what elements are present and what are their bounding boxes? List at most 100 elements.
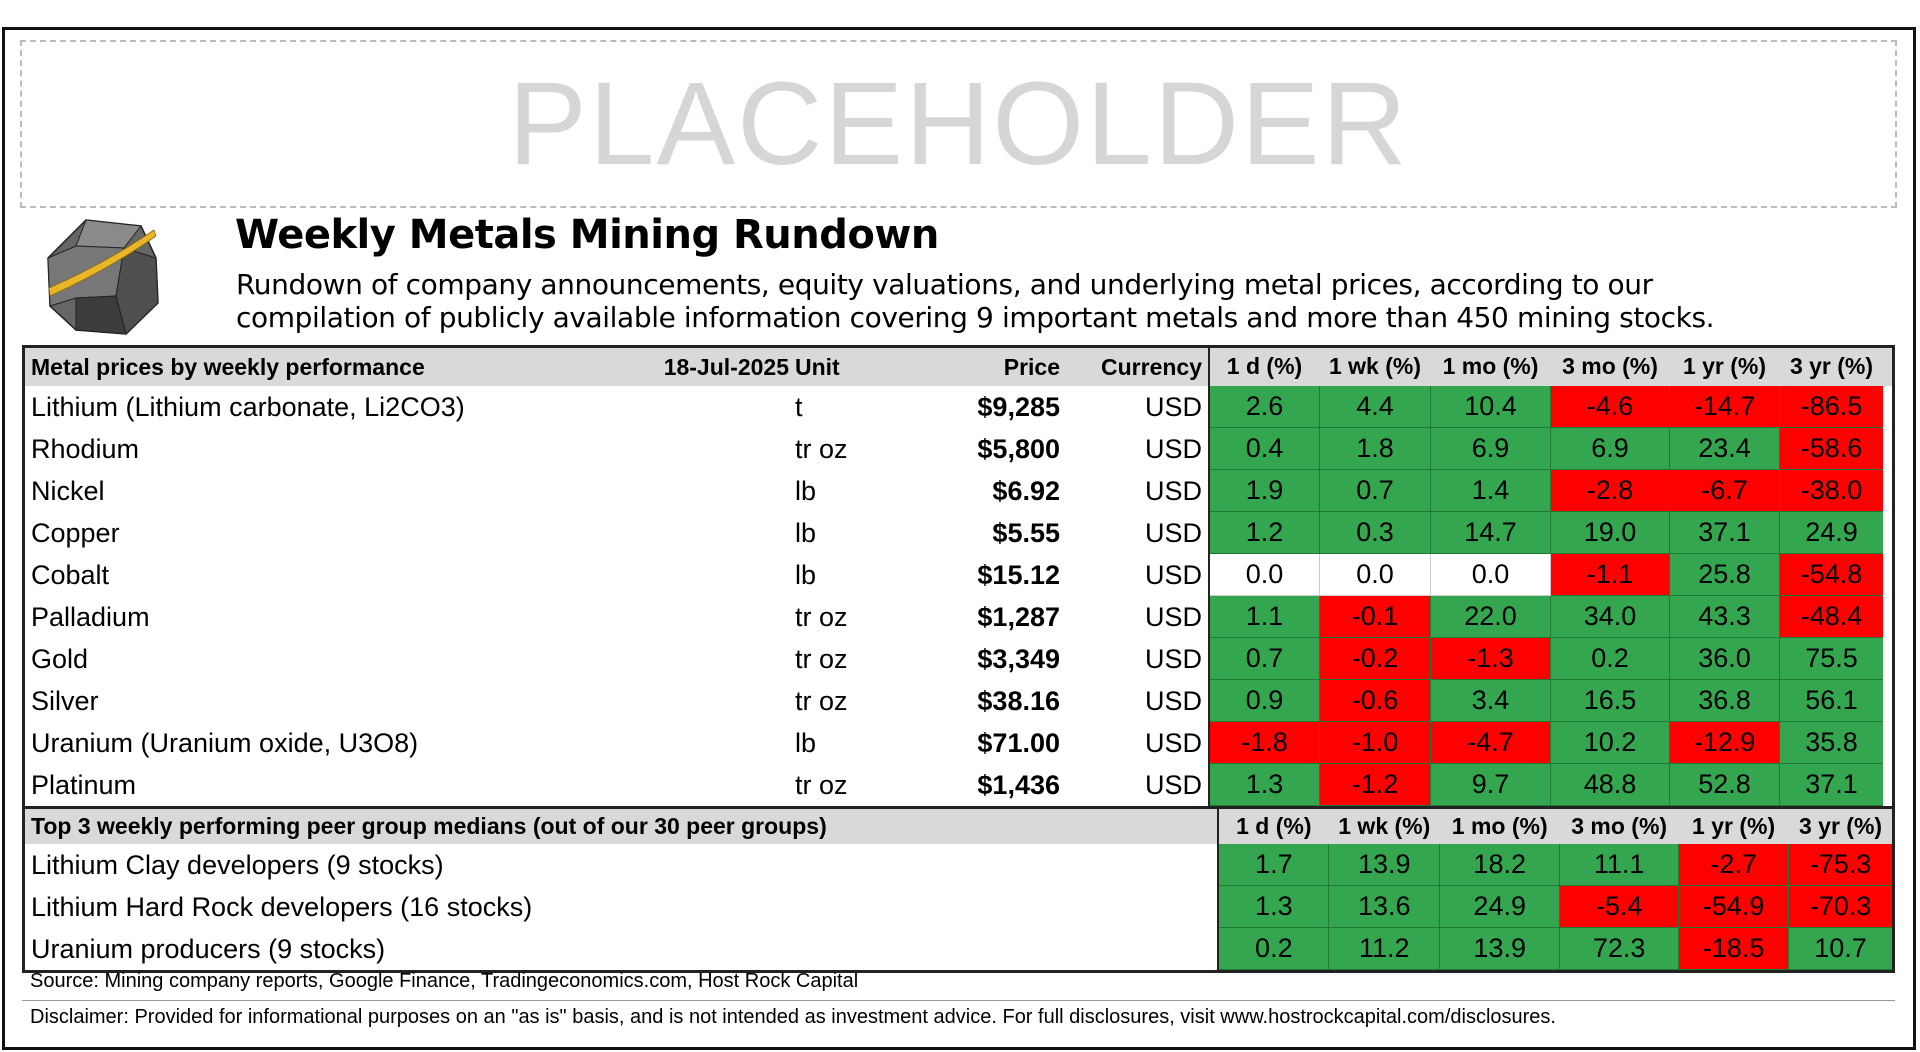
peer-name: Lithium Clay developers (9 stocks) — [25, 844, 1220, 886]
pct-cell: -0.6 — [1320, 680, 1431, 722]
spacer — [628, 722, 795, 764]
metal-price: $1,436 — [977, 769, 1060, 800]
peer-name: Lithium Hard Rock developers (16 stocks) — [25, 886, 1220, 928]
pct-cell: 24.9 — [1440, 886, 1561, 928]
metal-name: Gold — [31, 643, 89, 674]
placeholder-banner: PLACEHOLDER — [20, 40, 1897, 208]
spacer — [628, 596, 795, 638]
pct-cell: 9.7 — [1431, 764, 1551, 806]
pct-cell: 36.0 — [1670, 638, 1780, 680]
pct-cell: 13.9 — [1440, 928, 1561, 970]
pct-cell: -5.4 — [1560, 886, 1680, 928]
pct-cell: 13.9 — [1329, 844, 1441, 886]
spacer — [628, 512, 795, 554]
subtitle-line: compilation of publicly available inform… — [236, 301, 1715, 334]
metal-currency: USD — [1060, 512, 1210, 554]
metal-row: Gold tr oz $3,349 USD 0.7 -0.2 -1.3 0.2 36.0 75.5 — [25, 638, 1892, 680]
header-period: 3 yr (%) — [1798, 812, 1883, 839]
metal-unit: lb — [795, 475, 817, 506]
pct-cell: 0.7 — [1210, 638, 1320, 680]
pct-cell: 34.0 — [1551, 596, 1670, 638]
pct-cell: 10.7 — [1789, 928, 1892, 970]
pct-cell: -1.1 — [1551, 554, 1670, 596]
header-period: 3 mo (%) — [1571, 812, 1668, 839]
pct-cell: 37.1 — [1670, 512, 1780, 554]
pct-cell: -1.8 — [1210, 722, 1320, 764]
header-unit: Unit — [795, 353, 840, 380]
pct-cell: 16.5 — [1551, 680, 1670, 722]
pct-cell: 11.2 — [1329, 928, 1441, 970]
metal-name: Palladium — [31, 601, 150, 632]
metal-row: Lithium (Lithium carbonate, Li2CO3) t $9,2… — [25, 386, 1892, 428]
pct-cell: -58.6 — [1780, 428, 1883, 470]
metal-currency: USD — [1060, 638, 1210, 680]
pct-cell: 6.9 — [1431, 428, 1551, 470]
pct-cell: -54.9 — [1679, 886, 1790, 928]
metal-name: Silver — [31, 685, 99, 716]
pct-cell: -18.5 — [1679, 928, 1790, 970]
pct-cell: 1.3 — [1210, 764, 1320, 806]
metal-currency: USD — [1060, 428, 1210, 470]
pct-cell: -54.8 — [1780, 554, 1883, 596]
pct-cell: -70.3 — [1789, 886, 1892, 928]
pct-cell: 0.0 — [1320, 554, 1431, 596]
pct-cell: 0.2 — [1219, 928, 1330, 970]
subtitle: Rundown of company announcements, equity… — [236, 268, 1916, 334]
metal-price: $15.12 — [977, 559, 1060, 590]
subtitle-line: Rundown of company announcements, equity… — [236, 268, 1653, 301]
spacer — [628, 764, 795, 806]
metal-row: Cobalt lb $15.12 USD 0.0 0.0 0.0 -1.1 25.8 -54.8 — [25, 554, 1892, 596]
source-note: Source: Mining company reports, Google F… — [30, 970, 859, 992]
header-period: 1 yr (%) — [1682, 353, 1767, 379]
rock-logo-icon — [47, 219, 159, 335]
pct-cell: -12.9 — [1670, 722, 1780, 764]
pct-cell: 0.9 — [1210, 680, 1320, 722]
header-period: 1 wk (%) — [1328, 353, 1422, 379]
pct-cell: 23.4 — [1670, 428, 1780, 470]
pct-cell: 56.1 — [1780, 680, 1883, 722]
metal-price: $6.92 — [992, 475, 1060, 506]
metal-price: $71.00 — [977, 727, 1060, 758]
infographic-frame — [2, 27, 1916, 1050]
peer-row: Lithium Clay developers (9 stocks) 1.7 13.… — [25, 844, 1892, 886]
pct-cell: 43.3 — [1670, 596, 1780, 638]
metal-unit: tr oz — [795, 685, 848, 716]
spacer — [628, 428, 795, 470]
divider — [22, 1000, 1895, 1001]
header-date: 18-Jul-2025 — [663, 353, 789, 380]
metal-name: Rhodium — [31, 433, 140, 464]
metal-unit: lb — [795, 727, 817, 758]
metal-row: Palladium tr oz $1,287 USD 1.1 -0.1 22.0 34.0 43… — [25, 596, 1892, 638]
pct-cell: 19.0 — [1551, 512, 1670, 554]
header-price: Price — [1003, 353, 1060, 380]
metal-currency: USD — [1060, 722, 1210, 764]
pct-cell: -0.2 — [1320, 638, 1431, 680]
pct-cell: 1.4 — [1431, 470, 1551, 512]
peers-header-row: Top 3 weekly performing peer group media… — [25, 806, 1892, 844]
pct-cell: 1.3 — [1219, 886, 1330, 928]
pct-cell: 25.8 — [1670, 554, 1780, 596]
metal-name: Lithium (Lithium carbonate, Li2CO3) — [31, 391, 465, 422]
metal-currency: USD — [1060, 470, 1210, 512]
pct-cell: 36.8 — [1670, 680, 1780, 722]
header-period: 1 d (%) — [1236, 812, 1312, 839]
peer-row: Uranium producers (9 stocks) 0.2 11.2 13.9 7… — [25, 928, 1892, 970]
spacer — [628, 386, 795, 428]
metal-row: Copper lb $5.55 USD 1.2 0.3 14.7 19.0 37.1 24.9 — [25, 512, 1892, 554]
metal-currency: USD — [1060, 680, 1210, 722]
pct-cell: 1.7 — [1219, 844, 1330, 886]
pct-cell: 1.8 — [1320, 428, 1431, 470]
metal-price: $5.55 — [992, 517, 1060, 548]
pct-cell: -75.3 — [1789, 844, 1892, 886]
header-period: 3 yr (%) — [1789, 353, 1874, 379]
pct-cell: 14.7 — [1431, 512, 1551, 554]
metal-price: $38.16 — [977, 685, 1060, 716]
header-period: 1 mo (%) — [1442, 353, 1539, 379]
pct-cell: 10.4 — [1431, 386, 1551, 428]
header-period: 1 yr (%) — [1692, 812, 1776, 839]
peers-header-name: Top 3 weekly performing peer group media… — [25, 809, 1220, 844]
pct-cell: 48.8 — [1551, 764, 1670, 806]
pct-cell: 1.1 — [1210, 596, 1320, 638]
metal-name: Uranium (Uranium oxide, U3O8) — [31, 727, 419, 758]
metal-price: $3,349 — [977, 643, 1060, 674]
